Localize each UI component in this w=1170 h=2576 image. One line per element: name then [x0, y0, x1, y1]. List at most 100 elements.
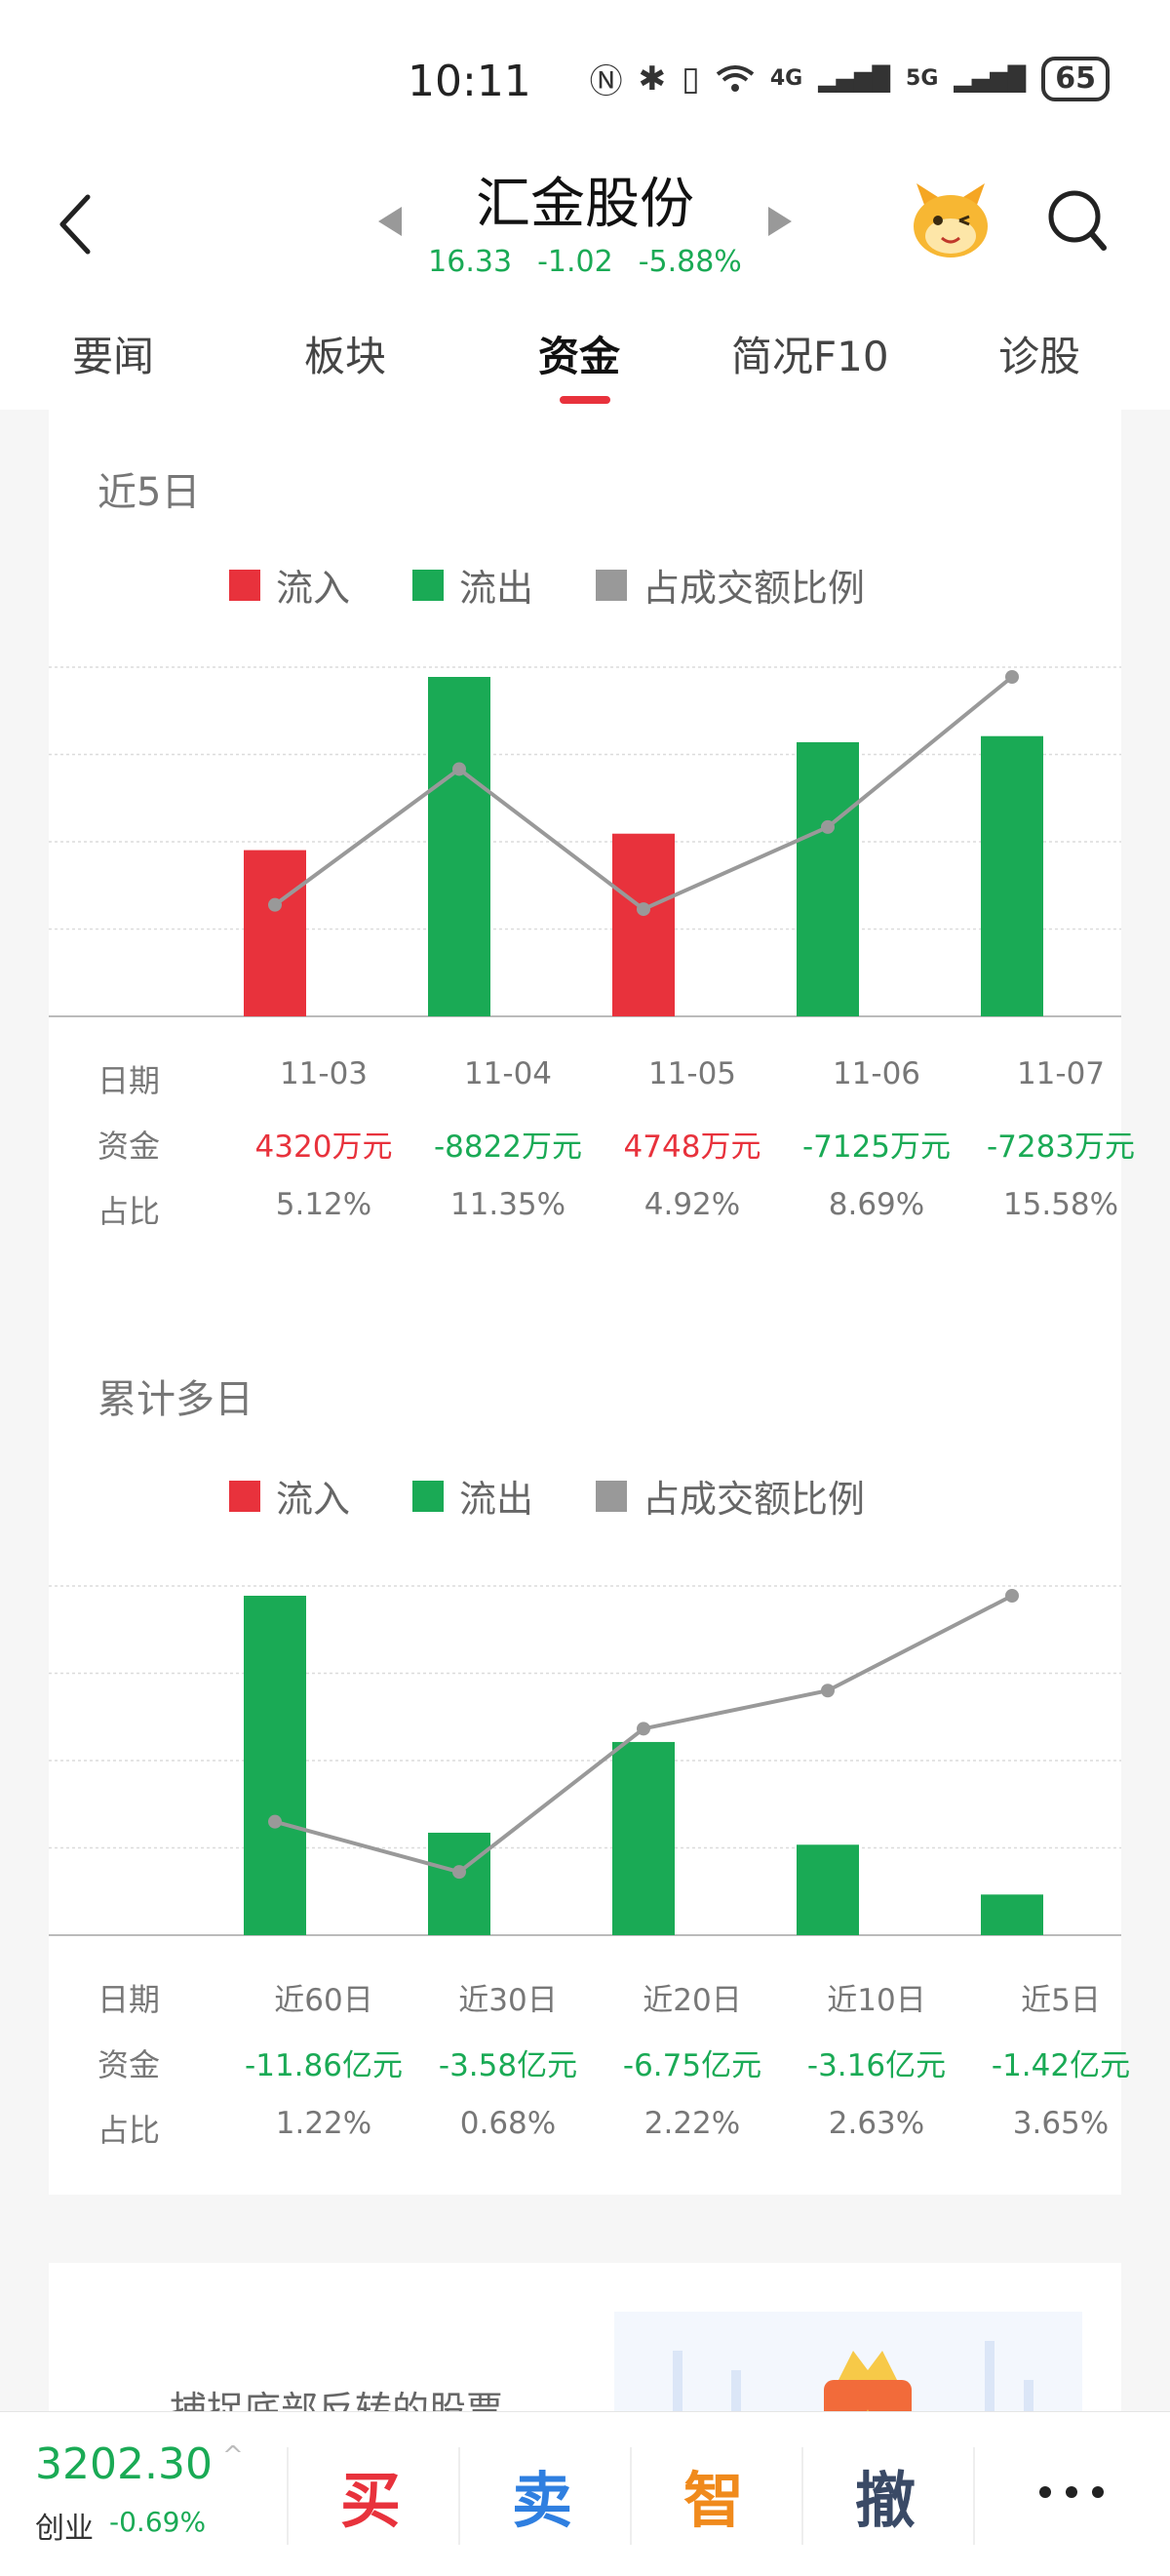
fund-bar — [428, 1832, 490, 1935]
fund-cell: -11.86亿元 — [245, 2048, 403, 2083]
fund-cell: 4320万元 — [254, 1129, 393, 1165]
legend-outflow-swatch — [412, 1480, 445, 1512]
row-funds-5day: 资金 4320万元 -8822万元 4748万元 -7125万元 -7283万元 — [98, 1122, 1135, 1170]
legend-ratio-swatch — [596, 1480, 628, 1512]
next-stock-icon[interactable] — [766, 205, 794, 238]
index-value[interactable]: 3202.30 — [35, 2439, 213, 2489]
ratio-cell: 3.65% — [1012, 2106, 1110, 2141]
legend-inflow-label: 流入 — [276, 1478, 351, 1521]
legend-outflow-label: 流出 — [459, 567, 534, 610]
chart-multi-day — [49, 1585, 1121, 1936]
fund-bar — [981, 735, 1043, 1016]
ratio-point — [452, 762, 466, 776]
legend-ratio: 占成交额比例 — [596, 558, 865, 612]
legend-ratio: 占成交额比例 — [596, 1469, 865, 1523]
status-time: 10:11 — [408, 57, 531, 106]
wifi-icon — [716, 64, 755, 92]
index-change: -0.69% — [109, 2506, 207, 2538]
mascot-icon[interactable] — [907, 176, 994, 263]
tab-news[interactable]: 要闻 — [72, 333, 155, 380]
row-dates-5day: 日期 11-03 11-04 11-05 11-06 11-07 — [98, 1056, 1121, 1105]
ratio-point — [637, 1722, 650, 1736]
battery-icon: 65 — [1041, 56, 1110, 101]
active-tab-indicator — [560, 396, 610, 404]
ratio-cell: 15.58% — [1002, 1187, 1119, 1222]
divider — [287, 2447, 289, 2545]
row-label-ratio: 占比 — [98, 1193, 161, 1230]
search-icon[interactable] — [1045, 187, 1110, 256]
fund-cell: 4748万元 — [623, 1129, 761, 1165]
ratio-point — [821, 1684, 835, 1698]
tab-diagnose[interactable]: 诊股 — [998, 333, 1081, 380]
stock-name: 汇金股份 — [476, 173, 694, 236]
row-label-date: 日期 — [98, 1062, 161, 1099]
back-icon[interactable] — [49, 185, 107, 263]
stock-quote: 16.33 -1.02 -5.88% — [410, 245, 760, 279]
buy-button[interactable]: 买 — [339, 2465, 401, 2536]
tab-profile-f10[interactable]: 简况F10 — [731, 333, 889, 380]
vibrate-icon: ▯ — [682, 59, 700, 99]
cancel-order-button[interactable]: 撤 — [854, 2465, 916, 2536]
legend-inflow-swatch — [229, 1480, 260, 1512]
smart-button[interactable]: 智 — [682, 2465, 744, 2536]
date-cell: 近30日 — [458, 1983, 558, 2018]
date-cell: 近60日 — [274, 1983, 373, 2018]
stock-price: 16.33 — [428, 245, 513, 279]
legend-ratio-swatch — [596, 569, 628, 601]
prev-stock-icon[interactable] — [376, 205, 404, 238]
fund-bar — [797, 1844, 859, 1935]
tab-sector[interactable]: 板块 — [304, 333, 387, 380]
fund-cell: -7125万元 — [801, 1129, 952, 1165]
stock-title-block: 汇金股份 16.33 -1.02 -5.88% — [410, 160, 760, 279]
divider — [458, 2447, 460, 2545]
date-cell: 11-03 — [279, 1056, 369, 1091]
ratio-cell: 0.68% — [459, 2106, 557, 2141]
fund-bar — [612, 833, 675, 1016]
legend-outflow-swatch — [412, 569, 445, 601]
ratio-cell: 2.63% — [828, 2106, 925, 2141]
row-label-fund: 资金 — [98, 2046, 161, 2083]
tab-funds[interactable]: 资金 — [538, 333, 621, 380]
legend-inflow: 流入 — [229, 558, 350, 612]
ratio-cell: 8.69% — [828, 1187, 925, 1222]
fund-bar — [612, 1741, 675, 1935]
chart-5day — [49, 666, 1121, 1017]
sell-button[interactable]: 卖 — [511, 2465, 572, 2536]
date-cell: 近5日 — [1021, 1983, 1101, 2018]
fund-bar — [981, 1894, 1043, 1935]
status-icons: Ⓝ ✱ ▯ 4G ▂▄▆█ 5G ▂▄▆█ 65 — [590, 55, 1110, 102]
date-cell: 11-07 — [1016, 1056, 1106, 1091]
ratio-cell: 4.92% — [644, 1187, 741, 1222]
ratio-point — [268, 1814, 282, 1829]
bottom-trade-bar: 3202.30 ^ 创业 -0.69% 买 卖 智 撤 — [0, 2411, 1170, 2576]
row-label-fund: 资金 — [98, 1128, 161, 1165]
section-title-multi-day: 累计多日 — [98, 1377, 254, 1422]
status-bar: 10:11 Ⓝ ✱ ▯ 4G ▂▄▆█ 5G ▂▄▆█ 65 — [0, 0, 1170, 146]
header: 汇金股份 16.33 -1.02 -5.88% — [0, 146, 1170, 302]
row-ratios-multi-day: 占比 1.22% 0.68% 2.22% 2.63% 3.65% — [98, 2106, 1121, 2155]
ratio-point — [821, 819, 835, 834]
fund-cell: -3.16亿元 — [806, 2048, 947, 2083]
more-icon[interactable] — [1037, 2484, 1106, 2500]
tab-bar: 要闻 板块 资金 简况F10 诊股 — [0, 302, 1170, 410]
row-dates-multi-day: 日期 近60日 近30日 近20日 近10日 近5日 — [98, 1975, 1121, 2024]
row-label-ratio: 占比 — [98, 2112, 161, 2149]
divider — [630, 2447, 632, 2545]
date-cell: 近10日 — [827, 1983, 926, 2018]
row-funds-multi-day: 资金 -11.86亿元 -3.58亿元 -6.75亿元 -3.16亿元 -1.4… — [98, 2041, 1130, 2089]
stock-change: -1.02 — [537, 245, 613, 279]
legend-outflow-label: 流出 — [459, 1478, 534, 1521]
fund-bar — [797, 741, 859, 1016]
index-expand-icon[interactable]: ^ — [222, 2441, 244, 2471]
row-label-date: 日期 — [98, 1981, 161, 2018]
fund-flow-card: 近5日 流入 流出 占成交额比例 日期 11-03 11-04 11-05 11… — [49, 410, 1135, 2195]
fund-cell: -8822万元 — [433, 1129, 583, 1165]
ratio-point — [1005, 1589, 1019, 1603]
row-ratios-5day: 占比 5.12% 11.35% 4.92% 8.69% 15.58% — [98, 1187, 1121, 1236]
fund-bar — [244, 850, 306, 1016]
signal-bars-icon-2: ▂▄▆█ — [954, 64, 1027, 93]
legend-ratio-label: 占成交额比例 — [643, 1478, 866, 1521]
stock-change-pct: -5.88% — [638, 245, 742, 279]
legend-outflow: 流出 — [412, 1469, 533, 1523]
ratio-point — [637, 902, 650, 917]
